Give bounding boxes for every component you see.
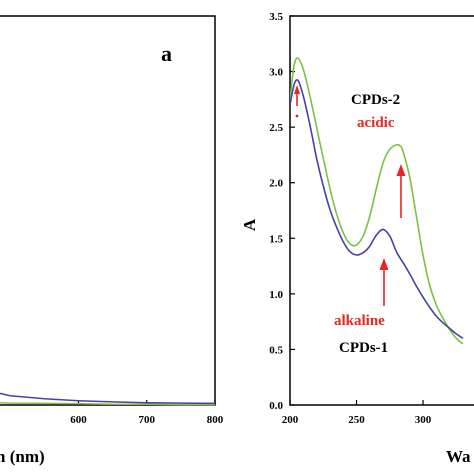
label-cpds-2: CPDs-2 xyxy=(351,92,400,108)
panel-b: 0.00.51.01.52.02.53.03.5 200 250 300 A Wa … xyxy=(240,11,474,466)
panel-b-y-tick-label: 3.5 xyxy=(269,11,283,23)
panel-a-x-tick-label: 700 xyxy=(138,414,155,426)
panel-b-x-tick-label: 300 xyxy=(415,414,432,426)
panel-a-x-tick-label: 600 xyxy=(70,414,87,426)
panel-b-y-tick-label: 0.0 xyxy=(269,400,283,412)
arrow-up-acidic xyxy=(396,164,406,218)
panel-b-y-tick-label: 1.0 xyxy=(269,289,283,301)
panel-b-y-tick-label: 0.5 xyxy=(269,344,283,356)
panel-b-y-tick-label: 2.0 xyxy=(269,178,283,190)
panel-b-series-line-cpds-1 xyxy=(290,79,464,339)
panel-b-y-axis-title: A xyxy=(240,218,259,231)
arrow-up-alkaline xyxy=(379,258,389,306)
label-cpds-1: CPDs-1 xyxy=(339,340,388,356)
panel-a-x-tick-label: 800 xyxy=(207,414,224,426)
panel-a: a 600 700 800 n (nm) xyxy=(0,15,224,466)
panel-b-y-ticks: 0.0 0.5 1.0 1.5 2.0 2.5 3.0 3.5 xyxy=(269,11,295,412)
panel-b-series-line-cpds-2 xyxy=(290,57,464,345)
panel-a-series-line-green xyxy=(0,401,215,406)
arrow-small-peak xyxy=(294,85,300,118)
panel-b-x-tick-label: 200 xyxy=(282,414,299,426)
panel-b-lines xyxy=(290,57,464,345)
panel-a-frame xyxy=(0,15,216,406)
panel-a-x-axis-title: n (nm) xyxy=(0,447,45,466)
panel-a-series-line-blue xyxy=(0,392,216,405)
panel-b-x-axis-title: Wa xyxy=(446,447,471,466)
panel-b-y-tick-label: 2.5 xyxy=(269,122,283,134)
panel-b-y-tick-label: 1.5 xyxy=(269,233,283,245)
panel-b-x-ticks: 200 250 300 xyxy=(282,400,432,426)
panel-b-frame xyxy=(289,15,474,406)
panel-a-lines xyxy=(0,392,216,406)
label-acidic: acidic xyxy=(357,115,395,131)
label-alkaline: alkaline xyxy=(334,313,385,329)
panel-a-x-ticks: 600 700 800 xyxy=(70,400,224,426)
panel-a-letter: a xyxy=(161,41,172,66)
panel-b-x-tick-label: 250 xyxy=(348,414,365,426)
panel-b-y-tick-label: 3.0 xyxy=(269,67,283,79)
